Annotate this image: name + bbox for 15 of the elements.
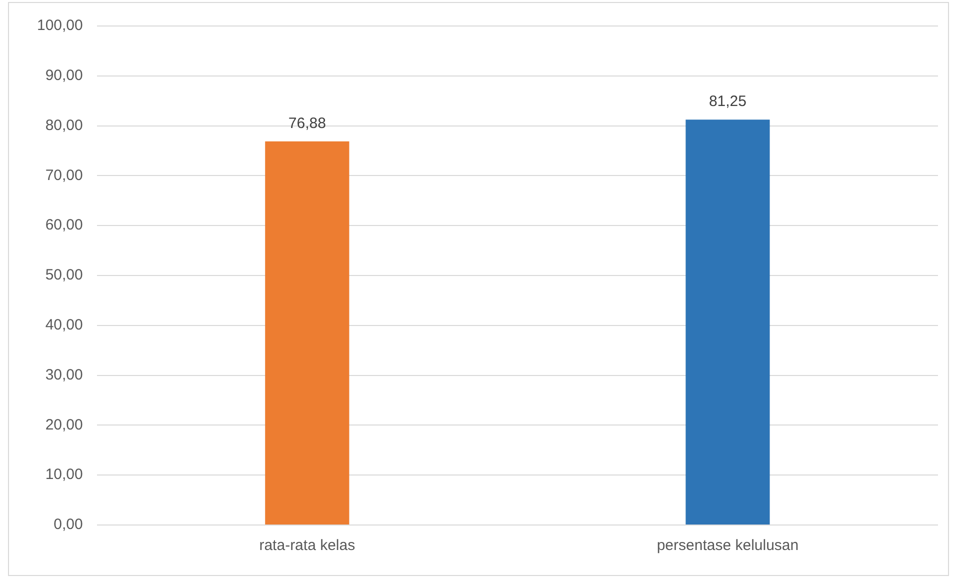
y-tick-label: 40,00 [45,316,83,334]
y-tick-label: 30,00 [45,366,83,384]
x-tick-label: rata-rata kelas [259,537,356,554]
y-tick-label: 70,00 [45,166,83,184]
y-tick-label: 90,00 [45,67,83,84]
data-label: 81,25 [708,93,746,110]
y-tick-label: 100,00 [36,17,83,34]
y-tick-label: 10,00 [45,466,83,484]
data-label: 76,88 [288,115,326,132]
y-tick-label: 80,00 [45,116,83,134]
y-tick-label: 60,00 [45,216,83,234]
y-tick-label: 20,00 [45,416,83,434]
y-tick-label: 0,00 [54,516,83,534]
x-tick-label: persentase kelulusan [656,537,799,554]
y-tick-label: 50,00 [45,266,83,284]
